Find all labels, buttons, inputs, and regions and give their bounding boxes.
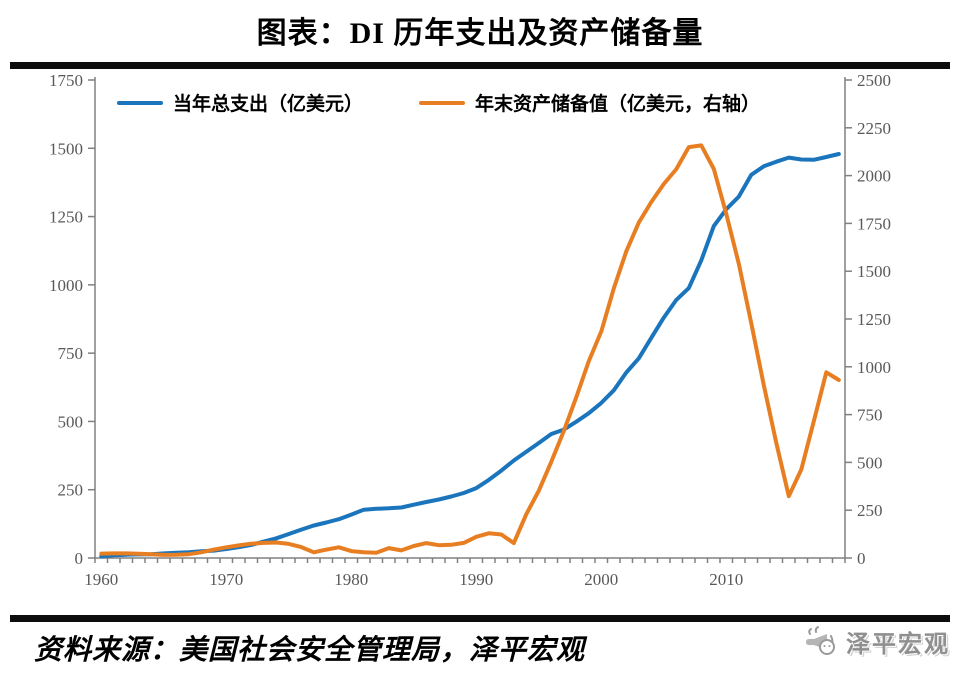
right-axis-tick-label: 2250 xyxy=(857,119,891,138)
brand-watermark: 泽平宏观 xyxy=(803,621,950,662)
x-axis-tick-label: 2000 xyxy=(584,570,618,589)
legend-item-expenditure: 当年总支出（亿美元） xyxy=(117,89,363,116)
left-axis-tick-label: 1750 xyxy=(49,71,83,90)
right-axis-tick-label: 2500 xyxy=(857,71,891,90)
left-axis-tick-label: 1000 xyxy=(49,276,83,295)
data-source-note: 资料来源：美国社会安全管理局，泽平宏观 xyxy=(34,635,586,666)
right-axis-tick-label: 250 xyxy=(857,501,883,520)
legend-label-reserves: 年末资产储备值（亿美元，右轴） xyxy=(475,94,761,115)
right-axis-tick-label: 2000 xyxy=(857,167,891,186)
left-axis-tick-label: 250 xyxy=(58,481,84,500)
megaphone-icon xyxy=(803,621,841,662)
legend-line-sample-orange xyxy=(419,100,466,105)
legend-item-reserves: 年末资产储备值（亿美元，右轴） xyxy=(419,89,760,116)
x-axis-tick-label: 1960 xyxy=(84,570,118,589)
right-axis-tick-label: 500 xyxy=(857,453,883,472)
right-axis-tick-label: 0 xyxy=(857,549,866,568)
x-axis-tick-label: 2010 xyxy=(709,570,743,589)
brand-name: 泽平宏观 xyxy=(846,632,950,658)
left-axis-tick-label: 1500 xyxy=(49,139,83,158)
x-axis-tick-label: 1990 xyxy=(459,570,493,589)
right-axis-tick-label: 1250 xyxy=(857,310,891,329)
top-divider xyxy=(10,62,950,69)
legend-line-sample-blue xyxy=(117,100,163,105)
right-axis-tick-label: 1000 xyxy=(857,358,891,377)
right-axis-tick-label: 1750 xyxy=(857,214,891,233)
right-axis-tick-label: 750 xyxy=(857,406,883,425)
left-axis-tick-label: 750 xyxy=(58,344,84,363)
x-axis-tick-label: 1970 xyxy=(209,570,243,589)
chart-title: 图表：DI 历年支出及资产储备量 xyxy=(256,17,704,50)
chart-legend: 当年总支出（亿美元） 年末资产储备值（亿美元，右轴） xyxy=(117,89,760,116)
right-axis-tick-label: 1500 xyxy=(857,262,891,281)
bottom-divider xyxy=(10,615,950,622)
series-line-1 xyxy=(99,143,841,557)
legend-label-expenditure: 当年总支出（亿美元） xyxy=(173,94,364,115)
left-axis-tick-label: 1250 xyxy=(49,208,83,227)
x-axis-tick-label: 1980 xyxy=(334,570,368,589)
left-axis-tick-label: 500 xyxy=(58,412,84,431)
axes xyxy=(88,77,852,563)
left-axis-tick-label: 0 xyxy=(75,549,84,568)
